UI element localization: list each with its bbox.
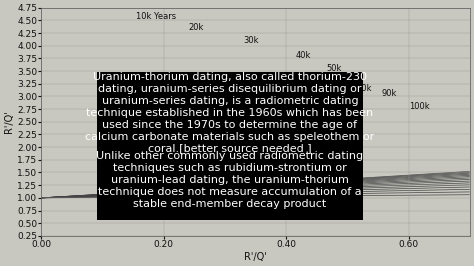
Bar	[97, 72, 363, 220]
Text: 40k: 40k	[295, 51, 311, 60]
Y-axis label: R'/Q': R'/Q'	[4, 110, 14, 133]
Text: 50k: 50k	[326, 64, 341, 73]
Text: Uranium-thorium dating, also called thorium-230
dating, uranium-series disequili: Uranium-thorium dating, also called thor…	[85, 72, 374, 153]
Text: 100k: 100k	[409, 102, 429, 111]
Text: 30k: 30k	[243, 36, 259, 45]
Text: Unlike other commonly used radiometric dating
techniques such as rubidium-stront: Unlike other commonly used radiometric d…	[96, 151, 364, 209]
X-axis label: R'/Q': R'/Q'	[244, 252, 267, 262]
Text: 20k: 20k	[188, 23, 203, 32]
Text: 90k: 90k	[381, 89, 396, 98]
Text: 80k: 80k	[356, 84, 372, 93]
Text: 10k Years: 10k Years	[136, 12, 176, 21]
